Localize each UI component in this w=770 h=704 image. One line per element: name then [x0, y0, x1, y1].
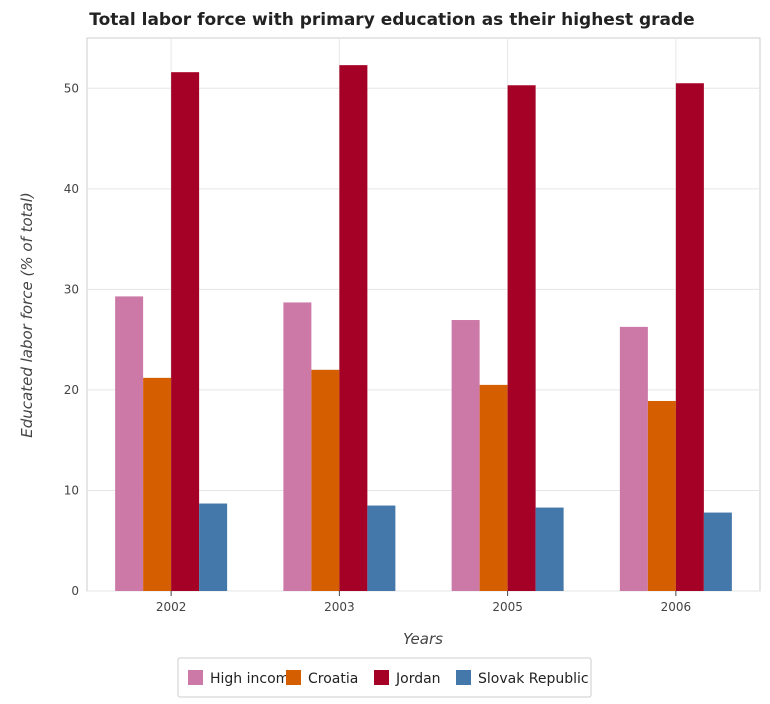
x-axis-ticks: 2002 2003 2005 2006 — [156, 591, 691, 614]
x-tick-label: 2003 — [324, 600, 355, 614]
bars — [115, 65, 732, 592]
legend-label: Jordan — [395, 671, 441, 687]
bar-slovak-republic-2006 — [703, 512, 732, 591]
bar-slovak-republic-2003 — [367, 505, 396, 591]
bar-slovak-republic-2002 — [199, 503, 228, 591]
plot-area: 0 10 20 30 40 50 2002 2003 2005 2006 — [64, 37, 761, 614]
bar-jordan-2005 — [507, 85, 536, 592]
bar-croatia-2005 — [479, 384, 508, 591]
y-tick-label: 20 — [64, 383, 79, 397]
legend-items: High income Croatia Jordan Slovak Republic — [188, 670, 589, 687]
y-tick-label: 40 — [64, 182, 79, 196]
bar-jordan-2006 — [675, 83, 704, 591]
bar-croatia-2002 — [143, 377, 172, 591]
legend-label: Slovak Republic — [478, 671, 589, 687]
legend-swatch — [286, 670, 301, 685]
y-axis-ticks: 0 10 20 30 40 50 — [64, 81, 79, 598]
bar-high-income-2005 — [451, 320, 480, 591]
bar-high-income-2002 — [115, 296, 144, 591]
x-tick-label: 2005 — [492, 600, 523, 614]
bar-croatia-2003 — [311, 369, 340, 591]
bar-jordan-2002 — [171, 72, 200, 592]
y-tick-label: 10 — [64, 483, 79, 497]
legend-label: Croatia — [308, 671, 358, 687]
x-axis-label: Years — [403, 630, 443, 648]
legend-swatch — [374, 670, 389, 685]
y-tick-label: 30 — [64, 282, 79, 296]
legend: High income Croatia Jordan Slovak Republic — [177, 657, 592, 698]
y-tick-label: 0 — [71, 584, 79, 598]
bar-high-income-2006 — [619, 326, 648, 591]
bar-jordan-2003 — [339, 65, 368, 591]
x-tick-label: 2006 — [661, 600, 692, 614]
legend-swatch — [188, 670, 203, 685]
x-tick-label: 2002 — [156, 600, 187, 614]
bar-croatia-2006 — [647, 400, 676, 591]
legend-label: High income — [210, 671, 298, 687]
bar-slovak-republic-2005 — [535, 507, 564, 591]
bar-high-income-2003 — [283, 302, 312, 591]
y-tick-label: 50 — [64, 81, 79, 95]
chart-title: Total labor force with primary education… — [89, 10, 694, 30]
y-axis-label: Educated labor force (% of total) — [18, 192, 36, 437]
legend-swatch — [456, 670, 471, 685]
